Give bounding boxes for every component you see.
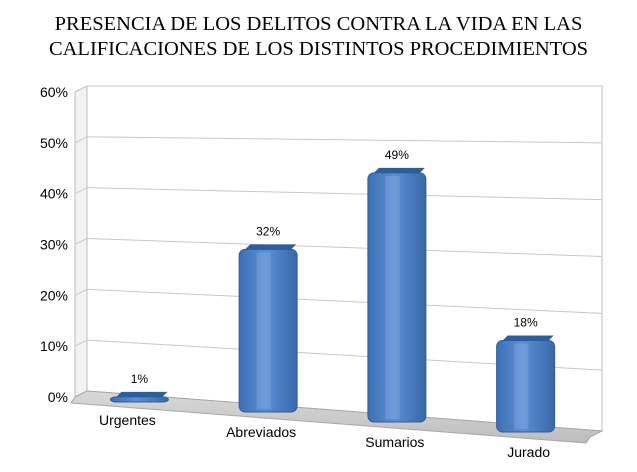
bar-highlight — [385, 175, 400, 419]
y-tick-label: 0% — [48, 389, 68, 405]
data-label: 1% — [131, 372, 149, 386]
bar-front — [496, 340, 556, 433]
bar-front — [367, 172, 427, 423]
y-tick-label: 50% — [40, 135, 68, 151]
bar-highlight — [514, 343, 529, 429]
y-tick-label: 20% — [40, 287, 68, 303]
plot-floor — [70, 390, 604, 444]
x-category-label: Sumarios — [365, 434, 424, 450]
gridline — [86, 136, 603, 144]
gridline-side — [74, 187, 88, 195]
gridline — [86, 187, 603, 201]
data-label: 32% — [256, 224, 280, 238]
x-category-label: Urgentes — [99, 412, 156, 428]
y-tick-label: 40% — [40, 186, 68, 202]
gridline — [86, 238, 603, 257]
x-axis-categories: Urgentes Abreviados Sumarios Jurado — [99, 412, 550, 460]
y-tick-label: 30% — [40, 237, 68, 253]
bar-top — [116, 391, 168, 397]
bar-top — [373, 167, 425, 173]
bar — [367, 167, 427, 423]
y-tick-label: 10% — [40, 338, 68, 354]
bar-front — [109, 396, 169, 403]
gridline-side — [74, 238, 88, 245]
bar-highlight — [256, 252, 272, 409]
data-label: 18% — [514, 316, 538, 330]
bars: 1% 32% 49% 18% — [109, 148, 556, 433]
x-category-label: Abreviados — [226, 424, 296, 440]
gridline-side — [74, 136, 88, 144]
gridline-side — [74, 85, 88, 93]
bar — [109, 391, 169, 403]
chart-title-line-2: CALIFICACIONES DE LOS DISTINTOS PROCEDIM… — [48, 38, 589, 60]
chart-title-line-1: PRESENCIA DE LOS DELITOS CONTRA LA VIDA … — [54, 13, 583, 35]
y-axis-ticks: 0% 10% 20% 30% 40% 50% 60% — [40, 84, 68, 405]
bar — [496, 335, 556, 433]
data-label: 49% — [385, 148, 409, 162]
chart-title: PRESENCIA DE LOS DELITOS CONTRA LA VIDA … — [0, 12, 637, 62]
gridline — [86, 288, 603, 314]
y-tick-label: 60% — [40, 84, 68, 100]
gridline-side — [74, 288, 88, 296]
floor-panel — [70, 390, 604, 444]
gridline-side — [74, 339, 88, 347]
bar-top — [245, 244, 297, 250]
bar — [238, 244, 298, 413]
bar-front — [238, 248, 298, 413]
bar-top — [502, 335, 554, 341]
x-category-label: Jurado — [507, 444, 550, 460]
